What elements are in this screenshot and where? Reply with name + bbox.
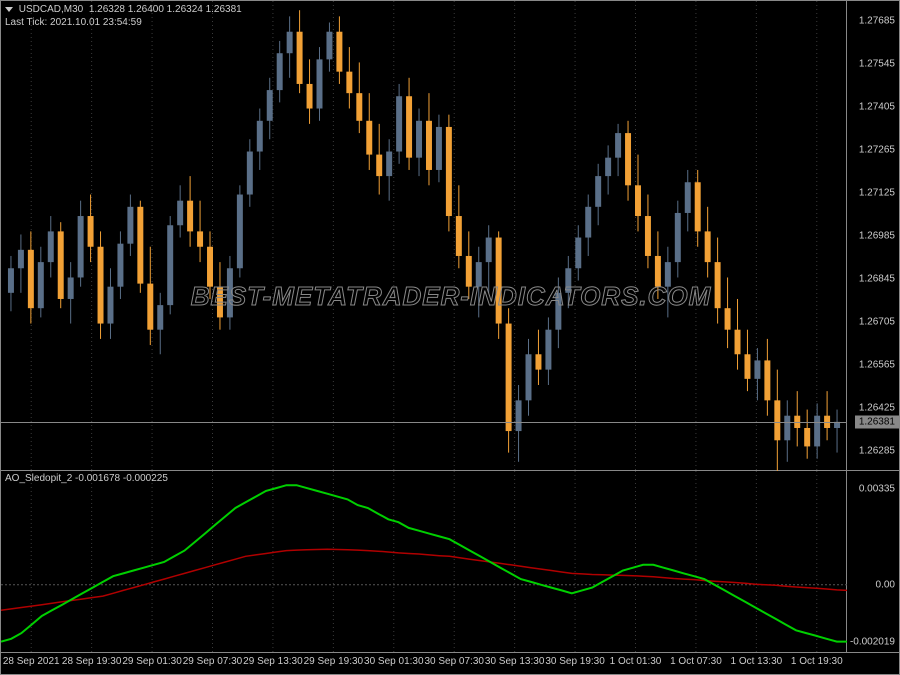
price-tick: 1.26845 <box>859 274 895 285</box>
time-tick: 30 Sep 07:30 <box>424 656 484 667</box>
time-tick: 30 Sep 19:30 <box>545 656 605 667</box>
time-tick: 28 Sep 19:30 <box>62 656 122 667</box>
indicator-tick: -0.002019 <box>850 637 895 648</box>
time-tick: 1 Oct 07:30 <box>670 656 722 667</box>
indicator-axis: 0.00335 0.00 -0.002019 <box>845 471 899 653</box>
indicator-tick: 0.00335 <box>859 484 895 495</box>
price-chart[interactable] <box>1 1 847 471</box>
price-tick: 1.27685 <box>859 15 895 26</box>
ohlc-label: 1.26328 1.26400 1.26324 1.26381 <box>89 4 242 15</box>
price-tick: 1.26565 <box>859 360 895 371</box>
current-price-badge: 1.26381 <box>855 415 899 428</box>
time-tick: 1 Oct 19:30 <box>791 656 843 667</box>
time-axis: 28 Sep 202128 Sep 19:3029 Sep 01:3029 Se… <box>1 653 847 675</box>
symbol-label: USDCAD,M30 <box>19 4 83 15</box>
dropdown-icon[interactable] <box>5 7 13 12</box>
current-price-line <box>1 422 847 423</box>
chart-window: USDCAD,M30 1.26328 1.26400 1.26324 1.263… <box>0 0 900 675</box>
indicator-tick: 0.00 <box>876 579 895 590</box>
price-tick: 1.26425 <box>859 403 895 414</box>
last-tick-label: Last Tick: 2021.10.01 23:54:59 <box>5 17 142 28</box>
price-tick: 1.27265 <box>859 144 895 155</box>
time-tick: 29 Sep 07:30 <box>183 656 243 667</box>
time-tick: 30 Sep 13:30 <box>485 656 545 667</box>
time-tick: 29 Sep 19:30 <box>304 656 364 667</box>
price-tick: 1.27125 <box>859 187 895 198</box>
indicator-panel[interactable]: AO_Sledopit_2 -0.001678 -0.000225 <box>1 471 847 653</box>
candlestick-svg <box>1 1 847 471</box>
price-axis: 1.27685 1.27545 1.27405 1.27265 1.27125 1.269… <box>845 1 899 471</box>
indicator-svg <box>1 471 847 653</box>
price-tick: 1.26285 <box>859 446 895 457</box>
price-tick: 1.26705 <box>859 317 895 328</box>
time-tick: 29 Sep 01:30 <box>122 656 182 667</box>
time-tick: 28 Sep 2021 <box>3 656 60 667</box>
price-tick: 1.26985 <box>859 231 895 242</box>
indicator-label: AO_Sledopit_2 -0.001678 -0.000225 <box>5 473 168 484</box>
time-tick: 1 Oct 01:30 <box>610 656 662 667</box>
price-tick: 1.27405 <box>859 101 895 112</box>
chart-header: USDCAD,M30 1.26328 1.26400 1.26324 1.263… <box>5 3 242 29</box>
price-tick: 1.27545 <box>859 58 895 69</box>
time-tick: 1 Oct 13:30 <box>730 656 782 667</box>
time-tick: 29 Sep 13:30 <box>243 656 303 667</box>
time-tick: 30 Sep 01:30 <box>364 656 424 667</box>
